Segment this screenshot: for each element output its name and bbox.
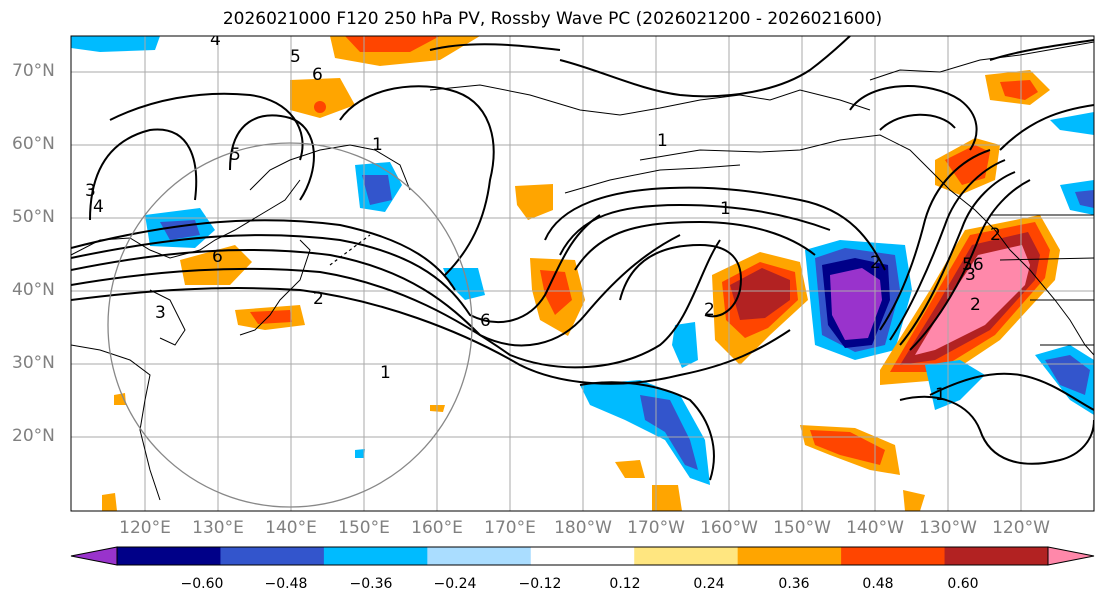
colorbar-segment (944, 547, 1049, 565)
contour-label: 3 (155, 303, 166, 323)
colorbar-segment (841, 547, 946, 565)
colorbar-tick: 0.24 (693, 576, 725, 592)
colorbar-tick: −0.48 (264, 576, 308, 592)
lat-label: 50°N (12, 207, 55, 227)
lat-label: 30°N (12, 353, 55, 373)
contour-label: 6 (480, 311, 491, 331)
lon-label: 130°W (919, 518, 977, 538)
dashed-track (329, 234, 371, 266)
lon-label: 160°W (700, 518, 758, 538)
contour-label: 4 (210, 30, 221, 50)
colorbar-segment (220, 547, 325, 565)
radius-circle (107, 142, 473, 508)
plot-frame (70, 35, 1095, 512)
colorbar-tick: −0.60 (180, 576, 224, 592)
lon-label: 140°W (846, 518, 904, 538)
lon-label: 160°E (411, 518, 463, 538)
colorbar-tick: 0.12 (609, 576, 641, 592)
colorbar-tick: 0.36 (778, 576, 810, 592)
colorbar-segment (737, 547, 842, 565)
lat-label: 60°N (12, 134, 55, 154)
colorbar-segment (323, 547, 428, 565)
contour-label: 1 (935, 385, 946, 405)
lon-label: 120°W (992, 518, 1050, 538)
lon-label: 120°E (119, 518, 171, 538)
contour-label: 2 (313, 289, 324, 309)
lon-label: 150°W (773, 518, 831, 538)
contour-label: 1 (720, 199, 731, 219)
contour-label: 2 (970, 295, 981, 315)
contour-label: 5 (290, 47, 301, 67)
contour-label: 56 (962, 255, 984, 275)
contour-label: 2 (990, 225, 1001, 245)
colorbar-tick: 0.60 (947, 576, 979, 592)
contour-label: 1 (372, 135, 383, 155)
lon-label: 180°W (554, 518, 612, 538)
contour-label: 3 (85, 181, 96, 201)
colorbar-tick: 0.48 (862, 576, 894, 592)
lat-label: 70°N (12, 61, 55, 81)
contour-labels: 4 5 6 5 4 3 3 1 6 2 6 1 1 1 2 2 3 56 2 1… (85, 30, 1001, 405)
contour-label: 2 (704, 300, 715, 320)
coastlines (71, 41, 1094, 501)
colorbar-segment (530, 547, 635, 565)
lon-label: 170°W (627, 518, 685, 538)
pv-contours (71, 36, 1094, 481)
contour-label: 1 (380, 363, 391, 383)
contour-label: 2 (870, 253, 881, 273)
map-title: 2026021000 F120 250 hPa PV, Rossby Wave … (222, 9, 883, 29)
contour-label: 4 (93, 197, 104, 217)
lon-label: 130°E (192, 518, 244, 538)
colorbar-segment (634, 547, 739, 565)
colorbar-tick: −0.12 (518, 576, 562, 592)
graticule (71, 36, 1094, 511)
contour-label: 6 (212, 247, 223, 267)
lon-label: 140°E (265, 518, 317, 538)
colorbar (70, 546, 1095, 566)
lat-label: 40°N (12, 280, 55, 300)
colorbar-tick: −0.36 (349, 576, 393, 592)
contour-label: 1 (657, 131, 668, 151)
colorbar-segment (427, 547, 532, 565)
contour-label: 6 (312, 65, 323, 85)
lat-label: 20°N (12, 426, 55, 446)
lon-label: 150°E (338, 518, 390, 538)
contour-label: 3 (965, 265, 976, 285)
lon-label: 170°E (484, 518, 536, 538)
colorbar-segment (117, 547, 221, 565)
contour-label: 5 (230, 145, 241, 165)
colorbar-tick: −0.24 (433, 576, 477, 592)
